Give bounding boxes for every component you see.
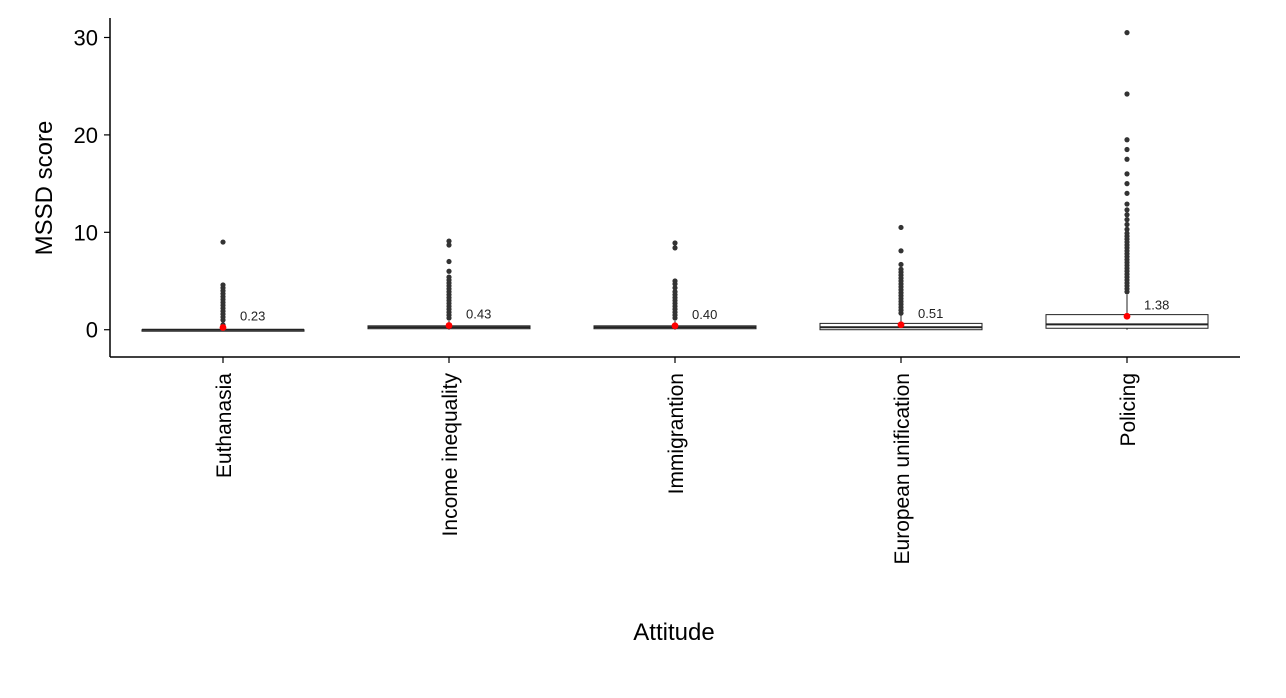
y-tick-label: 0 bbox=[86, 318, 98, 343]
x-tick-label: Euthanasia bbox=[213, 373, 236, 478]
box-group-european-unification: 0.51 bbox=[819, 224, 983, 331]
outlier-point bbox=[1124, 201, 1130, 207]
mean-label: 0.51 bbox=[918, 306, 943, 321]
axes: 0 10 20 30 Euthanasia Income inequality Immigr… bbox=[74, 18, 1240, 564]
y-tick-label: 20 bbox=[74, 123, 98, 148]
mean-point bbox=[1123, 312, 1131, 320]
y-axis-title: MSSD score bbox=[31, 121, 58, 256]
box-group-policing: 1.38 bbox=[1045, 30, 1209, 330]
outlier-point bbox=[446, 268, 452, 274]
outlier-point bbox=[1124, 226, 1130, 232]
outlier-point bbox=[672, 278, 678, 284]
mean-label: 0.23 bbox=[240, 308, 265, 323]
outlier-point bbox=[898, 224, 904, 231]
box-group-income-inequality: 0.43 bbox=[367, 238, 531, 330]
outlier-point bbox=[1124, 137, 1130, 143]
y-tick-label: 10 bbox=[74, 220, 98, 245]
outlier-point bbox=[1124, 212, 1130, 218]
outlier-point bbox=[672, 245, 678, 251]
outlier-point bbox=[1124, 171, 1130, 177]
outlier-point bbox=[1124, 221, 1130, 228]
mean-point bbox=[897, 321, 905, 329]
outlier-point bbox=[1124, 230, 1130, 236]
outlier-point bbox=[446, 238, 452, 244]
outlier-point bbox=[672, 240, 678, 246]
outlier-point bbox=[898, 266, 904, 272]
outlier-point bbox=[1124, 156, 1130, 162]
outlier-point bbox=[1124, 190, 1130, 196]
outlier-point bbox=[1124, 91, 1130, 97]
outlier-point bbox=[1124, 146, 1130, 153]
x-axis-title: Attitude bbox=[633, 619, 714, 646]
outlier-point bbox=[1124, 217, 1130, 223]
mean-label: 0.40 bbox=[692, 307, 717, 322]
mean-point bbox=[671, 322, 679, 330]
y-tick-label: 30 bbox=[74, 25, 98, 50]
box-group-euthanasia: 0.23 bbox=[141, 239, 305, 332]
x-tick-label: Income inequality bbox=[439, 373, 462, 537]
mean-point bbox=[219, 324, 227, 331]
outlier-point bbox=[672, 289, 678, 295]
outlier-point bbox=[446, 274, 452, 280]
outlier-point bbox=[220, 239, 226, 245]
outlier-point bbox=[1124, 30, 1130, 36]
outlier-point bbox=[1124, 181, 1130, 187]
x-tick-label: Policing bbox=[1117, 373, 1140, 447]
plot-area: 0.23 0.43 0.40 0.51 1.38 bbox=[141, 30, 1209, 332]
x-tick-label: European unification bbox=[891, 373, 914, 564]
x-tick-label: Immigrantion bbox=[665, 373, 688, 494]
outlier-point bbox=[898, 248, 904, 254]
outlier-point bbox=[898, 261, 904, 268]
outlier-point bbox=[446, 258, 452, 265]
outlier-point bbox=[1124, 207, 1130, 213]
mean-label: 1.38 bbox=[1144, 297, 1169, 312]
box-group-immigrantion: 0.40 bbox=[593, 240, 757, 330]
mean-point bbox=[445, 322, 453, 329]
mean-label: 0.43 bbox=[466, 307, 491, 322]
outlier-point bbox=[672, 285, 678, 291]
outlier-point bbox=[220, 282, 226, 288]
outlier-point bbox=[446, 242, 452, 248]
